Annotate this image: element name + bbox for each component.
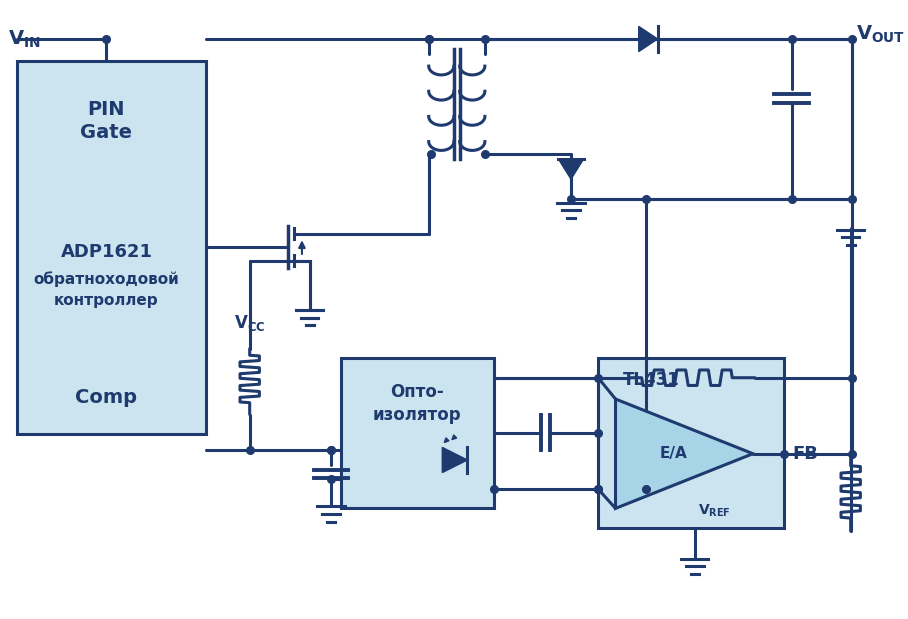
Polygon shape (638, 27, 657, 51)
Text: $\mathbf{V_{REF}}$: $\mathbf{V_{REF}}$ (698, 502, 731, 519)
Bar (598, 358, 784, 528)
Text: E/A: E/A (659, 446, 687, 461)
Text: ADP1621: ADP1621 (61, 243, 153, 261)
Text: $\mathbf{V_{IN}}$: $\mathbf{V_{IN}}$ (8, 28, 40, 50)
Text: Gate: Gate (81, 123, 133, 142)
Text: TL431: TL431 (623, 371, 680, 389)
Text: PIN: PIN (88, 100, 125, 119)
Text: обратноходовой: обратноходовой (34, 271, 180, 287)
Bar (340, 358, 494, 508)
Text: $\mathbf{V_{CC}}$: $\mathbf{V_{CC}}$ (234, 313, 265, 332)
Polygon shape (442, 448, 468, 472)
Text: контроллер: контроллер (54, 293, 159, 308)
Text: $\mathbf{V_{OUT}}$: $\mathbf{V_{OUT}}$ (856, 24, 905, 45)
Polygon shape (558, 159, 584, 179)
Text: FB: FB (793, 444, 818, 462)
Bar (17, 61, 206, 434)
Polygon shape (616, 399, 753, 508)
Text: Comp: Comp (75, 387, 137, 407)
Text: Опто-: Опто- (390, 383, 444, 401)
Text: изолятор: изолятор (373, 405, 461, 423)
